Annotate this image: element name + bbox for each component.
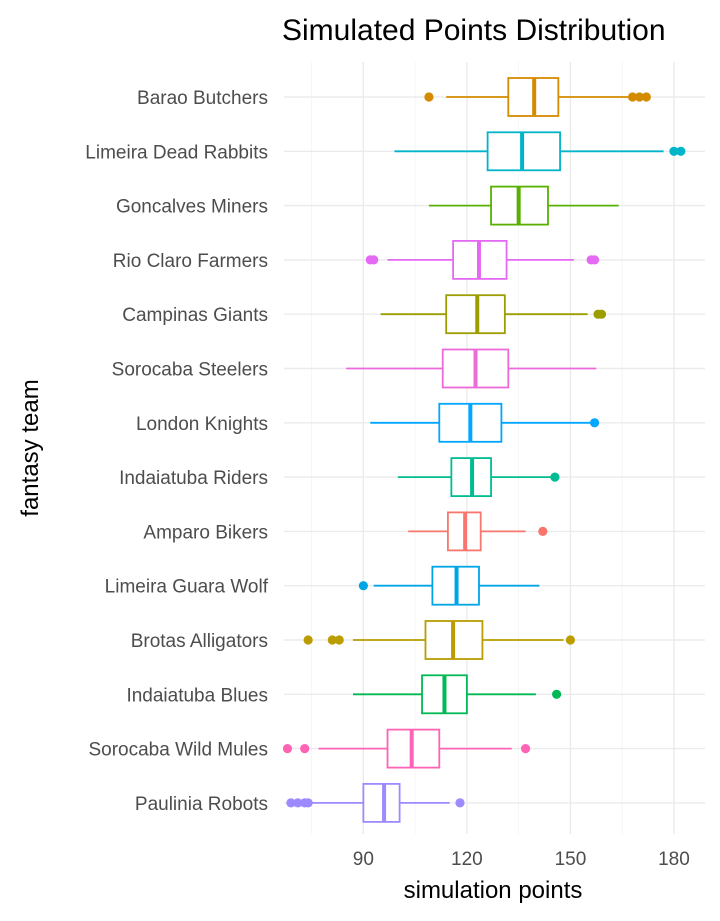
outlier-point bbox=[424, 92, 434, 102]
y-tick-label: Sorocaba Wild Mules bbox=[88, 740, 268, 761]
y-tick-label: Paulinia Robots bbox=[135, 794, 268, 815]
y-tick-label: Goncalves Miners bbox=[116, 197, 268, 218]
grid bbox=[284, 62, 705, 834]
y-tick-label: Indaiatuba Riders bbox=[119, 468, 268, 489]
outlier-point bbox=[334, 635, 344, 645]
outlier-point bbox=[596, 309, 607, 319]
box-group bbox=[358, 565, 540, 606]
box-group bbox=[408, 511, 548, 552]
y-tick-label: Campinas Giants bbox=[122, 305, 268, 326]
outlier-point bbox=[589, 418, 600, 428]
box-group bbox=[394, 131, 686, 172]
y-tick-label: Indaiatuba Blues bbox=[126, 685, 268, 706]
box-group bbox=[303, 620, 576, 660]
outlier-point bbox=[669, 146, 679, 156]
box-group bbox=[424, 77, 651, 117]
x-axis-label: simulation points bbox=[404, 877, 583, 904]
y-tick-label: London Knights bbox=[136, 414, 268, 435]
outlier-point bbox=[634, 92, 645, 102]
tick-labels: 90 120 150 180 Barao Butchers Limeira Dead Ra… bbox=[85, 88, 689, 870]
box-series bbox=[282, 77, 686, 823]
box-group bbox=[365, 239, 600, 280]
y-tick-label: Brotas Alligators bbox=[131, 631, 268, 652]
box-group bbox=[346, 348, 597, 389]
box-group bbox=[370, 402, 600, 443]
box-group bbox=[397, 457, 560, 498]
outlier-point bbox=[552, 689, 562, 699]
y-axis-label: fantasy team bbox=[17, 379, 44, 516]
outlier-point bbox=[369, 255, 379, 265]
x-tick-label: 120 bbox=[451, 849, 483, 870]
chart-title: Simulated Points Distribution bbox=[282, 14, 666, 47]
outlier-point bbox=[641, 92, 651, 102]
y-tick-label: Sorocaba Steelers bbox=[112, 360, 268, 381]
outlier-point bbox=[538, 526, 548, 537]
outlier-point bbox=[520, 744, 531, 754]
x-tick-label: 150 bbox=[555, 849, 587, 870]
outlier-point bbox=[589, 255, 600, 265]
y-tick-label: Barao Butchers bbox=[137, 88, 268, 109]
outlier-point bbox=[676, 146, 686, 156]
y-tick-label: Rio Claro Farmers bbox=[113, 251, 268, 272]
outlier-point bbox=[627, 92, 638, 102]
outlier-point bbox=[358, 581, 368, 591]
outlier-point bbox=[286, 798, 296, 808]
box-group bbox=[286, 783, 465, 823]
box-group bbox=[380, 294, 607, 335]
outlier-point bbox=[303, 798, 313, 808]
outlier-point bbox=[282, 744, 293, 754]
outlier-point bbox=[300, 744, 310, 754]
outlier-point bbox=[303, 635, 313, 645]
box-group bbox=[353, 674, 562, 715]
outlier-point bbox=[565, 635, 576, 645]
box-group bbox=[428, 185, 619, 226]
outlier-point bbox=[550, 472, 560, 482]
x-tick-label: 90 bbox=[353, 849, 374, 870]
y-tick-label: Limeira Dead Rabbits bbox=[85, 142, 268, 163]
y-tick-label: Limeira Guara Wolf bbox=[105, 577, 269, 598]
x-tick-label: 180 bbox=[658, 849, 690, 870]
outlier-point bbox=[293, 798, 303, 808]
iqr-box bbox=[362, 783, 401, 823]
box-group bbox=[282, 728, 531, 769]
y-tick-label: Amparo Bikers bbox=[143, 522, 268, 543]
outlier-point bbox=[455, 798, 465, 808]
outlier-point bbox=[327, 635, 337, 645]
